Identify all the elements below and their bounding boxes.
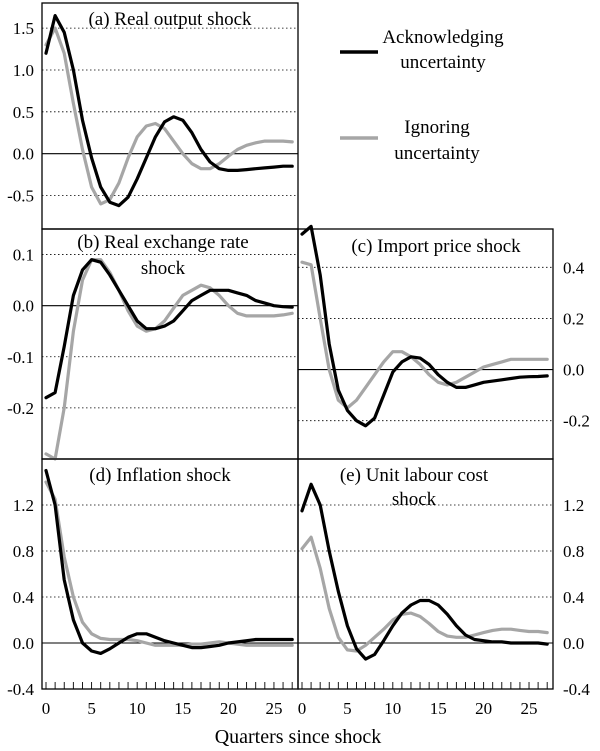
x-tick-label: 5 <box>343 699 352 718</box>
x-tick-label: 5 <box>87 699 96 718</box>
y-tick-label: 0.8 <box>563 542 584 561</box>
x-tick-label: 0 <box>298 699 307 718</box>
y-tick-label: 1.0 <box>13 61 34 80</box>
y-tick-label: 0.2 <box>563 309 584 328</box>
y-tick-label: 1.2 <box>563 496 584 515</box>
y-tick-label: 0.8 <box>13 542 34 561</box>
x-tick-label: 0 <box>42 699 51 718</box>
series-line-ignoring <box>44 258 294 461</box>
panels-layer: -0.50.00.51.01.5 (a) Real output shock-0.… <box>7 2 590 718</box>
panel-title: (d) Inflation shock <box>89 465 231 486</box>
x-tick-label: 20 <box>220 699 237 718</box>
x-axis-label: Quarters since shock <box>215 726 382 748</box>
series-line-ignoring <box>44 480 294 647</box>
panel-frame-e <box>297 458 554 690</box>
y-tick-label: 0.0 <box>563 361 584 380</box>
y-tick-label: 0.0 <box>13 297 34 316</box>
panel-title-line2: shock <box>392 489 437 510</box>
panel-frame-d <box>41 458 299 690</box>
legend-label-ignoring-line1: Ignoring <box>404 117 470 138</box>
y-tick-label: -0.2 <box>7 399 34 418</box>
y-tick-label: 1.2 <box>13 496 34 515</box>
series-line-ignoring <box>44 26 294 206</box>
y-tick-label: 0.0 <box>13 145 34 164</box>
x-tick-label: 15 <box>430 699 447 718</box>
y-tick-label: 0.4 <box>563 258 585 277</box>
series-line-acknowledging <box>44 14 294 208</box>
series-line-ignoring <box>300 535 549 653</box>
panel-e: -0.4 0.0 0.4 0.8 1.2 0 5 10 15 20 25 (e) Unit labou… <box>297 458 590 718</box>
y-tick-label: -0.2 <box>563 412 590 431</box>
x-tick-label: 20 <box>475 699 492 718</box>
series-line-acknowledging <box>300 224 549 428</box>
legend-label-acknowledging-line2: uncertainty <box>400 52 486 73</box>
x-tick-label: 10 <box>129 699 146 718</box>
legend: Acknowledging uncertainty Ignoring uncer… <box>340 27 504 164</box>
y-tick-label: 0.0 <box>13 634 34 653</box>
panel-a: -0.5 0.0 0.5 1.0 1.5 (a) Real output shock <box>7 2 299 230</box>
panel-frame-c <box>297 228 554 460</box>
y-tick-label: -0.1 <box>7 348 34 367</box>
panel-title: (c) Import price shock <box>351 236 521 257</box>
panel-title-line2: shock <box>141 258 186 279</box>
y-tick-label: 0.4 <box>13 588 35 607</box>
x-tick-label: 25 <box>521 699 538 718</box>
x-tick-label: 15 <box>174 699 191 718</box>
x-tick-label: 10 <box>384 699 401 718</box>
y-tick-label: 0.1 <box>13 246 34 265</box>
y-tick-label: 0.0 <box>563 634 584 653</box>
legend-label-ignoring-line2: uncertainty <box>394 143 480 164</box>
y-tick-label: -0.5 <box>7 187 34 206</box>
series-line-acknowledging <box>44 258 294 400</box>
y-tick-label: -0.4 <box>563 680 590 699</box>
y-tick-label: 0.5 <box>13 103 34 122</box>
panel-title: (b) Real exchange rate <box>77 232 248 253</box>
series-line-acknowledging <box>44 468 294 656</box>
y-tick-label: 1.5 <box>13 19 34 38</box>
y-tick-label: 0.4 <box>563 588 585 607</box>
legend-label-acknowledging-line1: Acknowledging <box>382 27 504 48</box>
series-line-acknowledging <box>300 482 549 661</box>
panel-b: -0.2 -0.1 0.0 0.1 (b) Real exchange rate shoc… <box>7 228 299 461</box>
panel-title: (e) Unit labour cost <box>340 465 489 486</box>
panel-d: -0.4 0.0 0.4 0.8 1.2 0 5 10 15 20 25 (d) Inflation … <box>7 458 299 718</box>
panel-title: (a) Real output shock <box>88 9 252 30</box>
panel-c: -0.2 0.0 0.2 0.4 (c) Import price shock <box>297 224 590 460</box>
y-tick-label: -0.4 <box>7 680 34 699</box>
x-tick-label: 25 <box>265 699 282 718</box>
